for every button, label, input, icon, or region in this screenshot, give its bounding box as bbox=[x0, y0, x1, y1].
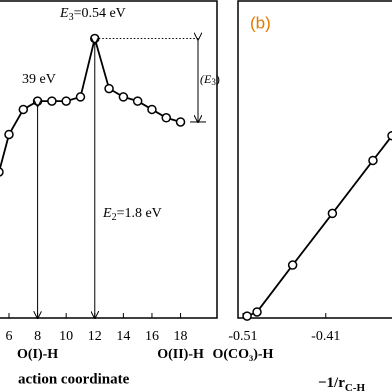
data-point bbox=[4, 129, 14, 140]
data-point bbox=[252, 307, 262, 317]
tick-note: O(I)-H bbox=[17, 347, 58, 362]
x-tick-label: 10 bbox=[59, 329, 73, 344]
e3-label-part: 3 bbox=[69, 12, 74, 23]
data-point bbox=[18, 104, 29, 115]
e3-label-part: =0.54 eV bbox=[74, 6, 126, 21]
e2-label-part: 2 bbox=[112, 212, 117, 223]
panel-label: (b) bbox=[250, 13, 271, 32]
x-axis-label: action coordinate bbox=[18, 371, 130, 387]
panel-b-frame bbox=[237, 0, 392, 319]
x-tick-label: 16 bbox=[145, 329, 159, 344]
e3-label-part: E bbox=[59, 6, 69, 21]
data-point bbox=[161, 113, 172, 123]
x-tick-label: 18 bbox=[174, 329, 188, 344]
data-point bbox=[118, 92, 129, 102]
data-point bbox=[104, 83, 114, 94]
data-point bbox=[242, 311, 252, 321]
data-point bbox=[387, 130, 392, 141]
data-point bbox=[327, 208, 338, 219]
data-point bbox=[0, 167, 4, 177]
e3-bracket: (E3) bbox=[200, 72, 220, 87]
e3-bracket-part: (E bbox=[200, 72, 212, 86]
e1-label: 39 eV bbox=[22, 72, 56, 87]
data-point bbox=[287, 260, 298, 270]
data-point bbox=[47, 96, 57, 106]
e2-label-part: =1.8 eV bbox=[117, 206, 162, 221]
x-tick-label: -0.51 bbox=[228, 329, 257, 344]
x-axis-label-main: −1/r bbox=[318, 375, 345, 391]
e3-bracket-part: 3 bbox=[211, 77, 216, 87]
e2-label-part: E bbox=[102, 206, 112, 221]
e3-bracket-part: ) bbox=[216, 72, 220, 86]
data-point bbox=[368, 155, 378, 166]
tick-note: O(II)-H bbox=[157, 347, 204, 362]
data-point bbox=[132, 96, 143, 106]
tick-note: O(CO₃)-H bbox=[212, 347, 273, 362]
e3-label: E3=0.54 eV bbox=[59, 6, 126, 23]
panel-a-frame bbox=[0, 0, 218, 319]
data-point bbox=[175, 117, 186, 127]
x-tick-label: 8 bbox=[34, 329, 41, 344]
x-tick-label: 6 bbox=[6, 329, 13, 344]
data-point bbox=[75, 92, 86, 102]
x-axis-label-sub: C-H bbox=[345, 382, 366, 392]
x-tick-label: 14 bbox=[116, 329, 130, 344]
data-point bbox=[147, 104, 157, 115]
data-point bbox=[90, 33, 100, 44]
e2-label: E2=1.8 eV bbox=[102, 206, 162, 223]
x-axis-label: −1/rC-H bbox=[318, 375, 365, 392]
x-tick-label: -0.41 bbox=[311, 329, 340, 344]
data-point bbox=[32, 96, 43, 106]
data-point bbox=[61, 96, 71, 106]
x-tick-label: 12 bbox=[88, 329, 102, 344]
